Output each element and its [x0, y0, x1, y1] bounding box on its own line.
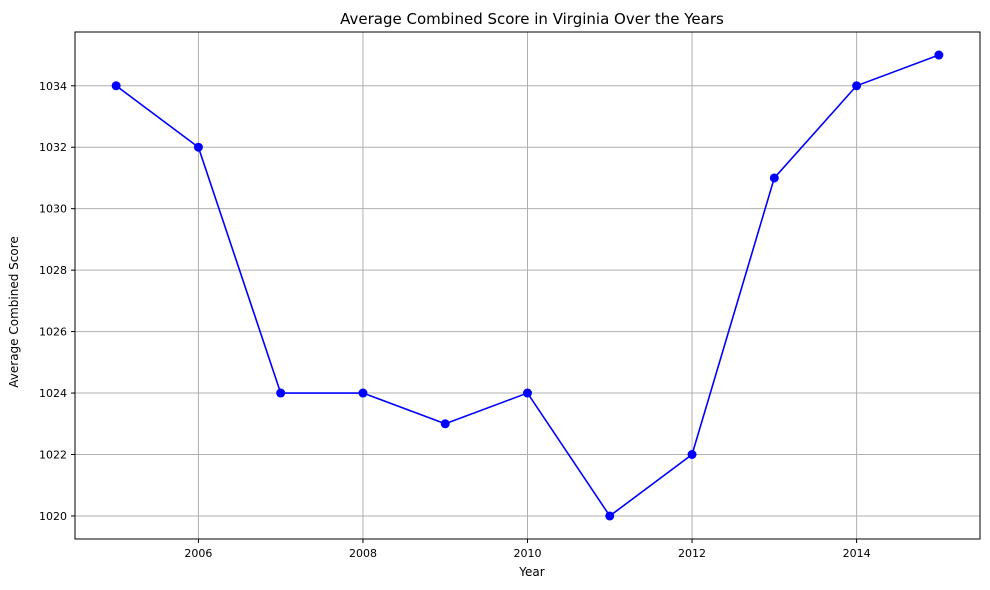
data-point [276, 388, 286, 398]
data-point [852, 81, 862, 91]
data-point [440, 419, 450, 429]
data-point [523, 388, 532, 398]
data-point [769, 173, 779, 183]
y-tick-label: 1020 [39, 510, 67, 523]
x-tick-label: 2006 [184, 547, 212, 560]
y-tick-label: 1032 [39, 141, 67, 154]
x-tick-label: 2014 [843, 547, 871, 560]
data-point [358, 388, 368, 398]
y-tick-label: 1034 [39, 80, 67, 93]
series-layer [111, 50, 944, 521]
data-point [687, 450, 697, 459]
data-point [605, 511, 615, 521]
x-tick-label: 2012 [678, 547, 706, 560]
x-tick-label: 2010 [514, 547, 542, 560]
y-tick-label: 1024 [39, 387, 67, 400]
axis-layer: 2006 2008 2010 2012 2014 1020 1022 1024 1026 1028… [39, 31, 981, 560]
x-axis-label: Year [518, 565, 544, 579]
y-tick-label: 1028 [39, 264, 67, 277]
grid-layer [75, 32, 980, 539]
y-tick-label: 1022 [39, 449, 67, 462]
data-point [934, 50, 944, 60]
plot-frame [74, 31, 981, 540]
chart-title: Average Combined Score in Virginia Over … [340, 10, 724, 28]
y-tick-label: 1026 [39, 326, 67, 339]
data-point [111, 81, 121, 91]
y-tick-label: 1030 [39, 203, 67, 216]
data-point [193, 142, 203, 152]
y-axis-label: Average Combined Score [7, 236, 21, 387]
x-tick-label: 2008 [349, 547, 377, 560]
